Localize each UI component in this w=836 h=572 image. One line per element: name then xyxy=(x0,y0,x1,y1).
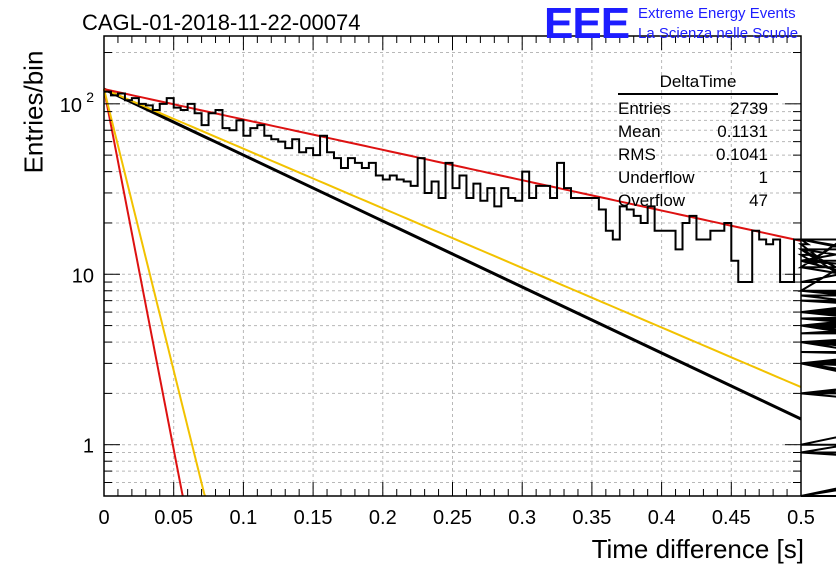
fit-curve-4 xyxy=(103,88,207,497)
x-tick-label: 0.2 xyxy=(369,507,397,529)
x-tick-label: 0.45 xyxy=(712,507,751,529)
stats-row-entries: Entries 2739 xyxy=(614,97,778,120)
x-tick-label: 0.3 xyxy=(508,507,536,529)
x-tick-label: 0.5 xyxy=(787,507,815,529)
y-tick-label-exponent: 2 xyxy=(86,89,94,105)
stats-label: Entries xyxy=(618,99,671,118)
histogram-outline xyxy=(104,90,836,497)
stats-row-rms: RMS 0.1041 xyxy=(614,143,778,166)
y-tick-label: 10 xyxy=(60,95,82,117)
stats-row-mean: Mean 0.1131 xyxy=(614,120,778,143)
logo-caption-line2: La Scienza nelle Scuole xyxy=(638,25,799,42)
y-axis-label: Entries/bin xyxy=(18,50,49,174)
x-tick-label: 0.25 xyxy=(433,507,472,529)
y-tick-label: 1 xyxy=(83,436,94,458)
stats-row-overflow: Overflow 47 xyxy=(614,189,778,212)
stats-value: 0.1041 xyxy=(716,145,768,164)
stats-value: 0.1131 xyxy=(717,122,768,141)
stats-value: 1 xyxy=(758,168,768,187)
stats-label: RMS xyxy=(618,145,656,164)
eee-logo: EEE xyxy=(544,0,630,48)
grid-lines xyxy=(104,36,801,496)
x-tick-label: 0.4 xyxy=(648,507,676,529)
x-tick-label: 0.1 xyxy=(229,507,257,529)
x-tick-label: 0.15 xyxy=(294,507,333,529)
x-tick-label: 0 xyxy=(98,507,109,529)
stats-label: Underflow xyxy=(618,168,695,187)
stats-label: Mean xyxy=(618,122,661,141)
fit-curve-1 xyxy=(103,88,802,389)
stats-label: Overflow xyxy=(618,191,686,210)
fit-curve-3 xyxy=(103,88,184,497)
stats-box-title: DeltaTime xyxy=(618,72,778,95)
stats-row-underflow: Underflow 1 xyxy=(614,166,778,189)
stats-value: 47 xyxy=(749,191,768,210)
tick-labels: 0 0.05 0.1 0.15 0.2 0.25 0.3 0.35 0.4 0.45 0.5 1 10 1… xyxy=(60,89,815,529)
stats-box: DeltaTime Entries 2739 Mean 0.1131 RMS 0.10… xyxy=(614,72,778,212)
x-tick-label: 0.35 xyxy=(572,507,611,529)
y-tick-label: 10 xyxy=(72,265,94,287)
axes xyxy=(103,35,802,497)
fit-curve-0 xyxy=(103,87,802,421)
x-axis-label: Time difference [s] xyxy=(591,534,804,564)
x-tick-label: 0.05 xyxy=(154,507,193,529)
logo-caption: Extreme Energy Events La Scienza nelle S… xyxy=(638,4,798,44)
logo-caption-line1: Extreme Energy Events xyxy=(638,5,796,22)
chart-title: CAGL-01-2018-11-22-00074 xyxy=(82,10,361,35)
histogram xyxy=(104,90,836,497)
stats-value: 2739 xyxy=(730,99,768,118)
